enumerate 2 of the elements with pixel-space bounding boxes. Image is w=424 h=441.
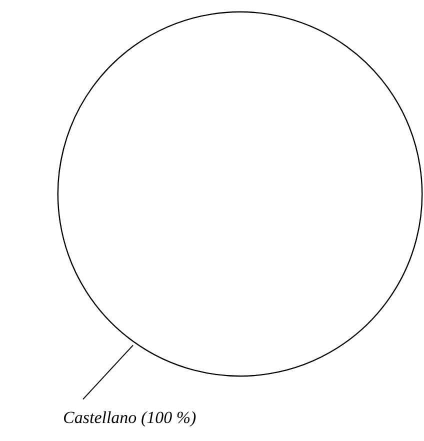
slice-label: Castellano bbox=[63, 408, 137, 428]
data-label: (100 %) bbox=[140, 408, 196, 428]
